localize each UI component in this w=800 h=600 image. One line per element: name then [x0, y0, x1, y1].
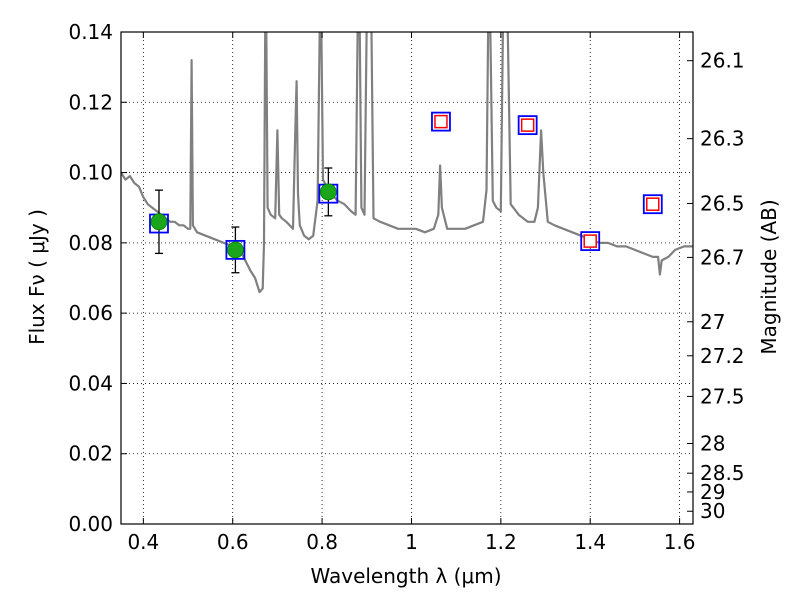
- model-photometry-box: [225, 239, 246, 260]
- y-tick-label: 0.14: [68, 20, 113, 44]
- axis-ticks: 0.4 0.6 0.8 1 1.2 1.4 1.6 0.00 0.02 0.04 0.06 0.08 0…: [68, 20, 744, 554]
- data-points: [149, 111, 663, 274]
- x-tick-label: 1.4: [574, 530, 606, 554]
- grid-lines: [121, 31, 693, 525]
- spectrum-line: [121, 32, 693, 294]
- observed-point: [150, 213, 168, 231]
- y-tick-label: 0.04: [68, 371, 113, 395]
- y-tick-label: 0.10: [68, 161, 113, 185]
- y-axis-title: Flux Fν ( μJy ): [25, 209, 49, 345]
- y2-tick-label: 27: [700, 310, 725, 334]
- y2-tick-label: 29: [700, 480, 725, 504]
- y-tick-label: 0.08: [68, 231, 113, 255]
- x-tick-label: 0.4: [127, 530, 159, 554]
- predicted-point: [520, 118, 535, 132]
- x-tick-label: 1.6: [664, 530, 696, 554]
- model-photometry-box: [517, 115, 538, 136]
- predicted-point: [646, 197, 660, 211]
- predicted-point: [583, 234, 597, 248]
- y2-tick-label: 27.2: [700, 344, 745, 368]
- y2-tick-label: 27.5: [700, 384, 745, 408]
- observed-point: [226, 241, 244, 259]
- model-spectrum: [121, 32, 693, 294]
- y-tick-label: 0.12: [68, 90, 113, 114]
- y2-tick-label: 30: [700, 499, 725, 523]
- y2-tick-label: 26.3: [700, 127, 745, 151]
- model-photometry-box: [431, 111, 451, 132]
- x-tick-label: 0.6: [217, 530, 249, 554]
- x-axis-title: Wavelength λ (μm): [310, 564, 501, 588]
- y-tick-label: 0.02: [68, 442, 113, 466]
- y2-tick-label: 28: [700, 431, 725, 455]
- y2-axis-title: Magnitude (AB): [757, 199, 781, 354]
- x-tick-label: 0.8: [306, 530, 338, 554]
- x-tick-label: 1.2: [485, 530, 517, 554]
- y-tick-label: 0.00: [68, 512, 113, 536]
- model-photometry-box: [642, 194, 663, 215]
- y2-tick-label: 28.5: [700, 461, 745, 485]
- y2-tick-label: 26.5: [700, 191, 745, 215]
- predicted-point: [434, 114, 448, 129]
- observed-point: [319, 183, 337, 201]
- plot-frame: [120, 31, 694, 525]
- y-tick-label: 0.06: [68, 301, 113, 325]
- y2-tick-label: 26.1: [700, 49, 745, 73]
- y2-tick-label: 26.7: [700, 245, 745, 269]
- x-tick-label: 1: [405, 530, 418, 554]
- model-photometry-box: [580, 231, 601, 252]
